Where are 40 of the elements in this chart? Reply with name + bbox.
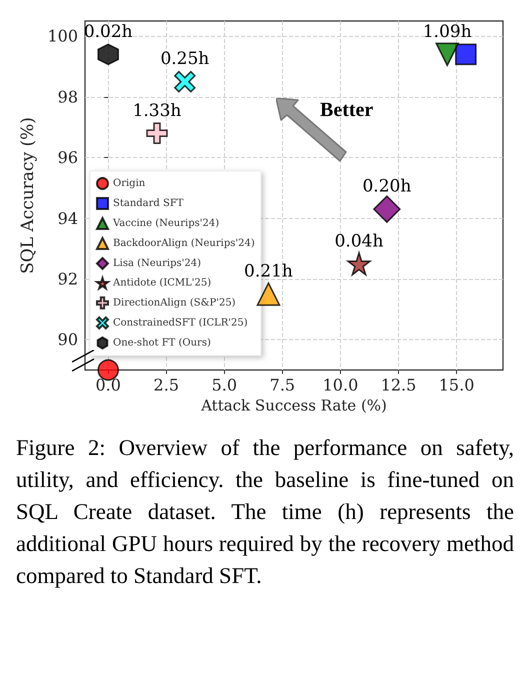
annotation: 1.09h [422, 22, 472, 42]
x-tick-label: 5.0 [212, 376, 238, 394]
point [455, 44, 477, 66]
y-tick-label: 92 [58, 269, 78, 288]
x-axis-title: Attack Success Rate (%) [200, 396, 387, 414]
point [146, 122, 168, 144]
point [97, 44, 119, 66]
annotation: 1.33h [132, 100, 182, 121]
legend-label: Lisa (Neurips'24) [113, 258, 202, 269]
annotation: 0.04h [334, 231, 384, 252]
y-tick-label: 90 [58, 330, 78, 350]
legend-label: ConstrainedSFT (ICLR'25) [113, 317, 248, 328]
legend-label: DirectionAlign (S&P'25) [113, 297, 236, 308]
y-tick-label: 96 [58, 148, 78, 168]
y-tick-label: 94 [58, 208, 78, 228]
legend-label: Standard SFT [113, 198, 184, 209]
x-tick-label: 12.5 [380, 376, 416, 394]
y-tick-label: 100 [47, 26, 78, 46]
point [436, 42, 460, 66]
caption: Figure 2: Overview of the performance on safety, utility, and efficiency. the baseline is fine-tuned on SQL Create dataset. The time (h) represents the additional GPU hours required by the recovery method compared to Standard SFT. [16, 434, 514, 590]
annotation: 0.20h [362, 176, 412, 197]
x-tick-label: 2.5 [154, 376, 180, 394]
point [347, 252, 371, 276]
legend-label: One-shot FT (Ours) [113, 337, 211, 348]
annotation: Better [320, 99, 374, 121]
legend-label: Vaccine (Neurips'24) [112, 218, 220, 229]
x-tick-label: 7.5 [270, 376, 296, 394]
point [256, 282, 280, 306]
point [373, 195, 401, 223]
annotation: 0.21h [244, 262, 293, 282]
x-tick-label: 0.0 [95, 376, 121, 394]
point [174, 70, 196, 92]
legend-label: Antidote (ICML'25) [112, 278, 212, 289]
legend-label: Origin [113, 178, 146, 189]
x-tick-label: 15.0 [438, 376, 474, 394]
annotation: 0.25h [160, 49, 210, 70]
y-axis-title: SQL Accuracy (%) [18, 117, 38, 274]
legend-label: BackdoorAlign (Neurips'24) [113, 238, 255, 249]
x-tick-label: 10.0 [322, 376, 358, 394]
y-tick-label: 98 [58, 87, 78, 106]
